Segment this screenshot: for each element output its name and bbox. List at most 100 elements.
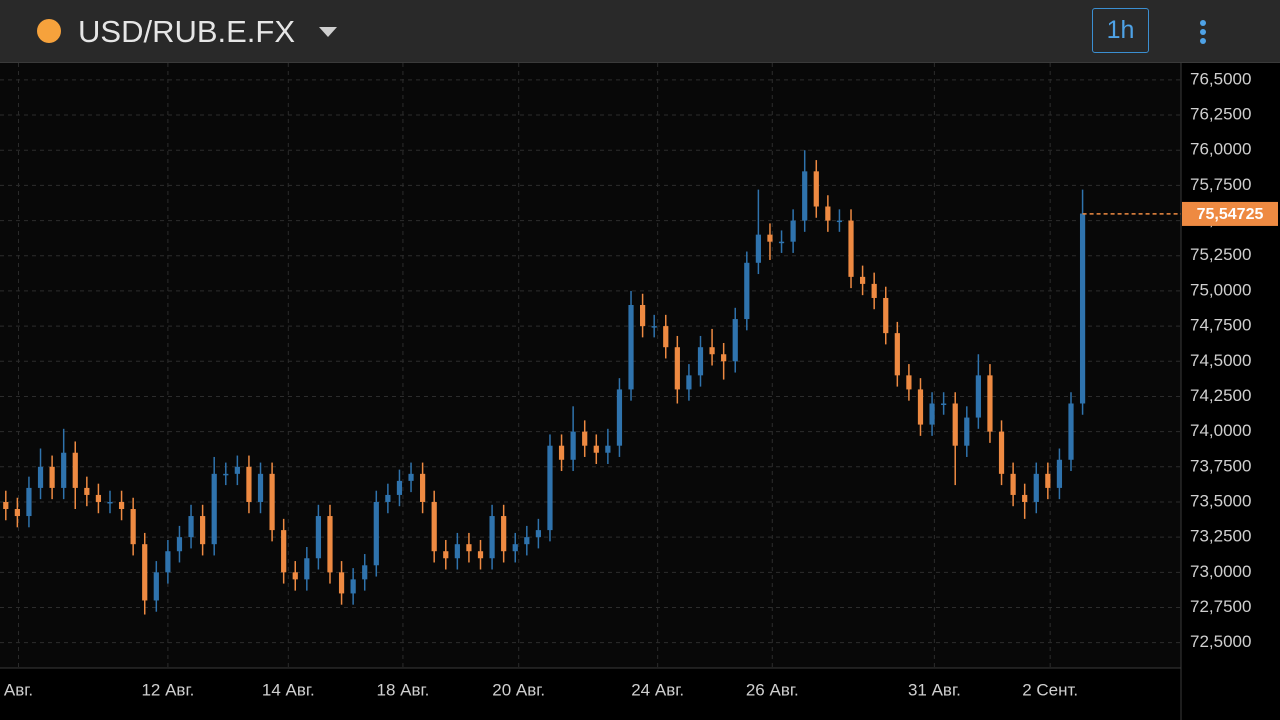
candle-body — [651, 326, 657, 328]
y-tick-label: 76,5000 — [1190, 69, 1251, 88]
y-tick-label: 76,0000 — [1190, 140, 1251, 159]
candle-body — [165, 551, 171, 573]
candle-body — [223, 473, 229, 476]
candle-body — [616, 389, 623, 446]
x-tick-label: 31 Авг. — [908, 680, 961, 699]
candle-body — [489, 516, 495, 559]
candle-body — [778, 241, 785, 244]
y-tick-label: 74,2500 — [1190, 386, 1251, 405]
candle-body — [1045, 473, 1051, 488]
last-price-label: 75,54725 — [1197, 206, 1264, 223]
candle-body — [871, 283, 877, 298]
candle-body — [408, 473, 414, 481]
candle-body — [906, 375, 912, 390]
y-tick-label: 75,2500 — [1190, 245, 1251, 264]
candle-body — [385, 494, 391, 502]
y-tick-label: 73,2500 — [1190, 527, 1251, 546]
candle-body — [697, 347, 704, 376]
candle-body — [547, 445, 553, 531]
y-tick-label: 73,7500 — [1190, 456, 1251, 475]
candle-body — [234, 466, 240, 474]
candle-body — [26, 487, 32, 517]
candle-body — [3, 501, 9, 510]
candle-body — [501, 516, 507, 552]
candle-body — [257, 473, 264, 502]
candle-body — [848, 220, 854, 277]
candle-body — [443, 551, 449, 559]
y-tick-label: 74,0000 — [1190, 421, 1251, 440]
y-tick-label: 72,5000 — [1190, 632, 1251, 651]
candle-body — [929, 403, 935, 425]
y-tick-label: 76,2500 — [1190, 105, 1251, 124]
candle-body — [315, 516, 322, 559]
x-tick-label: 24 Авг. — [631, 680, 684, 699]
candle-body — [454, 544, 460, 559]
candle-body — [142, 544, 148, 601]
candle-body — [975, 375, 981, 418]
candle-body — [431, 501, 437, 552]
candle-body — [292, 572, 298, 580]
last-price-box — [1182, 201, 1278, 226]
candle-body — [582, 431, 588, 446]
candle-body — [998, 431, 1005, 474]
candle-body — [883, 297, 889, 334]
candle-body — [917, 389, 924, 425]
candle-body — [1079, 213, 1086, 404]
candle-body — [744, 262, 750, 320]
candle-body — [188, 516, 194, 538]
candle-body — [558, 445, 565, 460]
symbol-title[interactable]: USD/RUB.E.FX — [78, 14, 296, 49]
candle-body — [396, 480, 403, 495]
candle-body — [732, 319, 738, 362]
candle-body — [281, 530, 287, 573]
candle-body — [941, 403, 947, 405]
plot-area — [0, 63, 1181, 668]
dropdown-caret[interactable] — [319, 27, 337, 37]
candle-body — [327, 516, 333, 573]
candle-body — [420, 473, 426, 502]
candle-body — [118, 501, 125, 510]
candle-body — [535, 530, 542, 538]
x-tick-label: 12 Авг. — [141, 680, 194, 699]
y-tick-label: 75,0000 — [1190, 280, 1251, 299]
candle-body — [153, 572, 159, 601]
candle-body — [813, 171, 819, 207]
candle-body — [663, 326, 669, 348]
candle-body — [825, 206, 831, 221]
candle-body — [593, 445, 599, 453]
candle-body — [304, 558, 310, 580]
candle-body — [1033, 473, 1039, 502]
y-tick-label: 74,5000 — [1190, 351, 1251, 370]
candle-body — [639, 305, 646, 327]
candle-body — [362, 565, 368, 580]
candle-body — [709, 347, 715, 355]
candle-body — [686, 375, 692, 390]
header-bar: USD/RUB.E.FX 1h — [0, 0, 1280, 63]
candle-body — [987, 375, 993, 432]
candle-body — [767, 234, 773, 242]
candle-body — [477, 551, 484, 559]
candle-body — [95, 494, 102, 502]
x-tick-label: 26 Авг. — [746, 680, 799, 699]
candle-body — [1010, 473, 1016, 495]
candle-body — [72, 452, 78, 488]
status-dot — [37, 19, 61, 43]
x-tick-label: 20 Авг. — [492, 680, 545, 699]
candle-body — [524, 537, 530, 545]
candle-body — [61, 452, 67, 488]
candle-body — [674, 347, 680, 390]
candle-body — [246, 466, 252, 502]
interval-button[interactable]: 1h — [1092, 8, 1149, 53]
y-tick-label: 73,5000 — [1190, 491, 1251, 510]
y-tick-label: 73,0000 — [1190, 562, 1251, 581]
menu-button[interactable] — [1198, 20, 1208, 44]
candle-body — [350, 579, 356, 594]
candle-body — [200, 516, 206, 545]
candle-body — [14, 509, 20, 517]
candle-body — [628, 305, 634, 390]
candle-body — [802, 171, 808, 221]
candle-body — [1056, 459, 1063, 488]
candle-body — [894, 333, 900, 376]
candle-body — [176, 537, 183, 552]
